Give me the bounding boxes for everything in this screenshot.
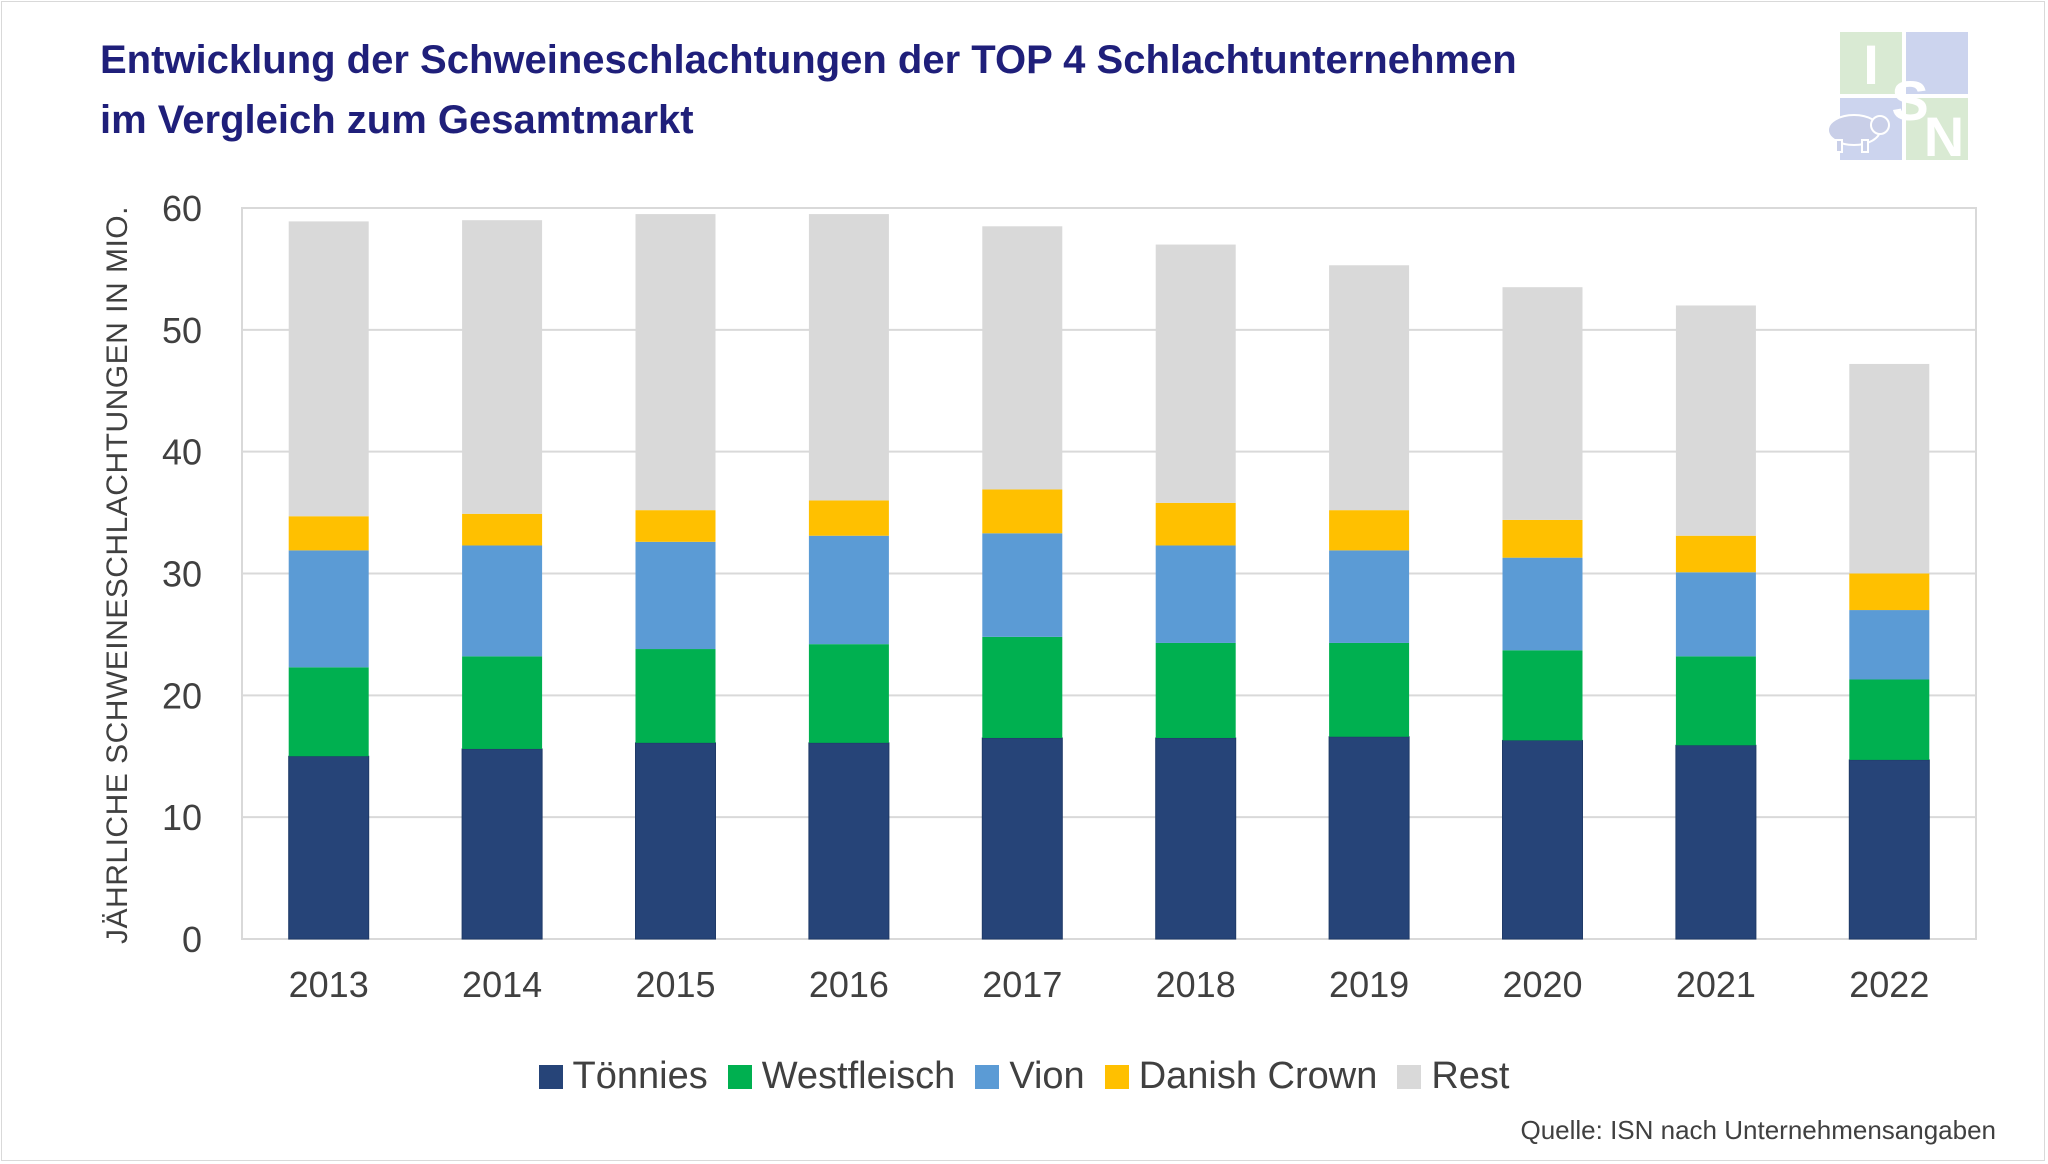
y-tick-label-60: 60	[162, 188, 202, 229]
bar-danish-crown-2021	[1675, 535, 1756, 573]
bar-vion-2020	[1502, 557, 1583, 651]
bar-westfleisch-2014	[462, 656, 543, 749]
bar-toennies-2017	[981, 737, 1063, 940]
bar-westfleisch-2022	[1849, 679, 1930, 760]
y-tick-label-20: 20	[162, 675, 202, 716]
bar-rest-2022	[1849, 363, 1930, 574]
x-tick-label-2017: 2017	[982, 964, 1062, 1005]
bar-vion-2015	[635, 541, 716, 650]
bar-toennies-2013	[288, 755, 370, 940]
legend-label: Danish Crown	[1138, 1055, 1378, 1097]
legend-item-westfleisch: Westfleisch	[727, 1055, 956, 1098]
logo-letter-n: N	[1924, 105, 1964, 164]
legend-label: Vion	[1009, 1055, 1085, 1097]
bar-vion-2014	[462, 545, 543, 657]
bar-toennies-2018	[1155, 737, 1237, 940]
bar-vion-2019	[1329, 550, 1410, 643]
x-tick-label-2014: 2014	[462, 964, 542, 1005]
bar-vion-2021	[1675, 572, 1756, 657]
chart-title-line-2: im Vergleich zum Gesamtmarkt	[100, 98, 694, 142]
bar-danish-crown-2022	[1849, 573, 1930, 611]
logo-letter-i: I	[1863, 33, 1879, 96]
bar-rest-2014	[462, 220, 543, 514]
legend-item-rest: Rest	[1397, 1055, 1509, 1098]
bar-rest-2017	[982, 226, 1063, 490]
logo-tile-top-left	[1840, 32, 1902, 94]
x-tick-label-2021: 2021	[1676, 964, 1756, 1005]
bar-toennies-2014	[461, 748, 543, 940]
bar-danish-crown-2014	[462, 513, 543, 546]
bar-toennies-2020	[1502, 739, 1583, 940]
pig-icon	[1827, 114, 1890, 153]
y-tick-label-40: 40	[162, 432, 202, 473]
source-note: Quelle: ISN nach Unternehmensangaben	[1520, 1115, 1996, 1145]
bar-westfleisch-2017	[982, 636, 1063, 738]
legend-swatch	[538, 1064, 563, 1089]
legend-item-danish-crown: Danish Crown	[1104, 1055, 1378, 1098]
bar-westfleisch-2019	[1329, 642, 1410, 737]
y-tick-label-0: 0	[182, 919, 202, 960]
chart-legend: Tönnies Westfleisch Vion Danish Crown Rest	[0, 1055, 2048, 1098]
bar-danish-crown-2016	[808, 500, 889, 536]
bar-vion-2017	[982, 533, 1063, 637]
bar-toennies-2015	[635, 742, 716, 940]
bar-danish-crown-2017	[982, 489, 1063, 534]
bar-danish-crown-2020	[1502, 519, 1583, 558]
logo-letter-s: S	[1891, 69, 1928, 132]
bar-danish-crown-2013	[288, 516, 369, 551]
bar-toennies-2022	[1848, 759, 1930, 940]
bar-westfleisch-2020	[1502, 650, 1583, 741]
y-tick-label-50: 50	[162, 310, 202, 351]
bar-vion-2018	[1155, 545, 1236, 643]
y-tick-label-30: 30	[162, 554, 202, 595]
bar-toennies-2019	[1328, 736, 1410, 940]
chart-title: Entwicklung der Schweineschlachtungen de…	[100, 30, 1750, 150]
bar-westfleisch-2021	[1675, 656, 1756, 746]
bar-rest-2021	[1675, 305, 1756, 536]
bar-rest-2018	[1155, 244, 1236, 503]
x-tick-label-2018: 2018	[1156, 964, 1236, 1005]
legend-swatch	[975, 1064, 1000, 1089]
legend-label: Westfleisch	[761, 1055, 956, 1097]
bar-westfleisch-2018	[1155, 642, 1236, 738]
legend-swatch	[1397, 1064, 1422, 1089]
y-tick-label-10: 10	[162, 797, 202, 838]
bar-rest-2020	[1502, 287, 1583, 520]
bar-westfleisch-2015	[635, 649, 716, 743]
bar-danish-crown-2015	[635, 510, 716, 542]
logo-tile-top-right	[1906, 32, 1968, 94]
x-tick-label-2022: 2022	[1849, 964, 1929, 1005]
x-tick-label-2016: 2016	[809, 964, 889, 1005]
x-tick-label-2020: 2020	[1502, 964, 1582, 1005]
bar-toennies-2021	[1675, 744, 1757, 940]
bar-vion-2022	[1849, 610, 1930, 680]
bar-vion-2013	[288, 550, 369, 668]
legend-label: Tönnies	[572, 1055, 708, 1097]
bar-westfleisch-2016	[808, 644, 889, 743]
isn-logo: I S N	[1827, 32, 1968, 164]
bar-westfleisch-2013	[288, 667, 369, 757]
bar-rest-2016	[808, 214, 889, 501]
legend-item-vion: Vion	[975, 1055, 1085, 1098]
bar-danish-crown-2018	[1155, 502, 1236, 546]
bar-danish-crown-2019	[1329, 510, 1410, 551]
bar-rest-2015	[635, 214, 716, 511]
legend-item-toennies: Tönnies	[538, 1055, 708, 1098]
x-tick-label-2015: 2015	[635, 964, 715, 1005]
x-tick-label-2013: 2013	[289, 964, 369, 1005]
chart-title-line-1: Entwicklung der Schweineschlachtungen de…	[100, 38, 1517, 82]
bar-toennies-2016	[808, 742, 890, 940]
bar-rest-2013	[288, 221, 369, 517]
bar-vion-2016	[808, 535, 889, 645]
legend-label: Rest	[1431, 1055, 1510, 1097]
legend-swatch	[727, 1064, 752, 1089]
x-tick-label-2019: 2019	[1329, 964, 1409, 1005]
bar-rest-2019	[1329, 265, 1410, 511]
logo-tile-bottom-right	[1906, 98, 1968, 160]
legend-swatch	[1104, 1064, 1129, 1089]
